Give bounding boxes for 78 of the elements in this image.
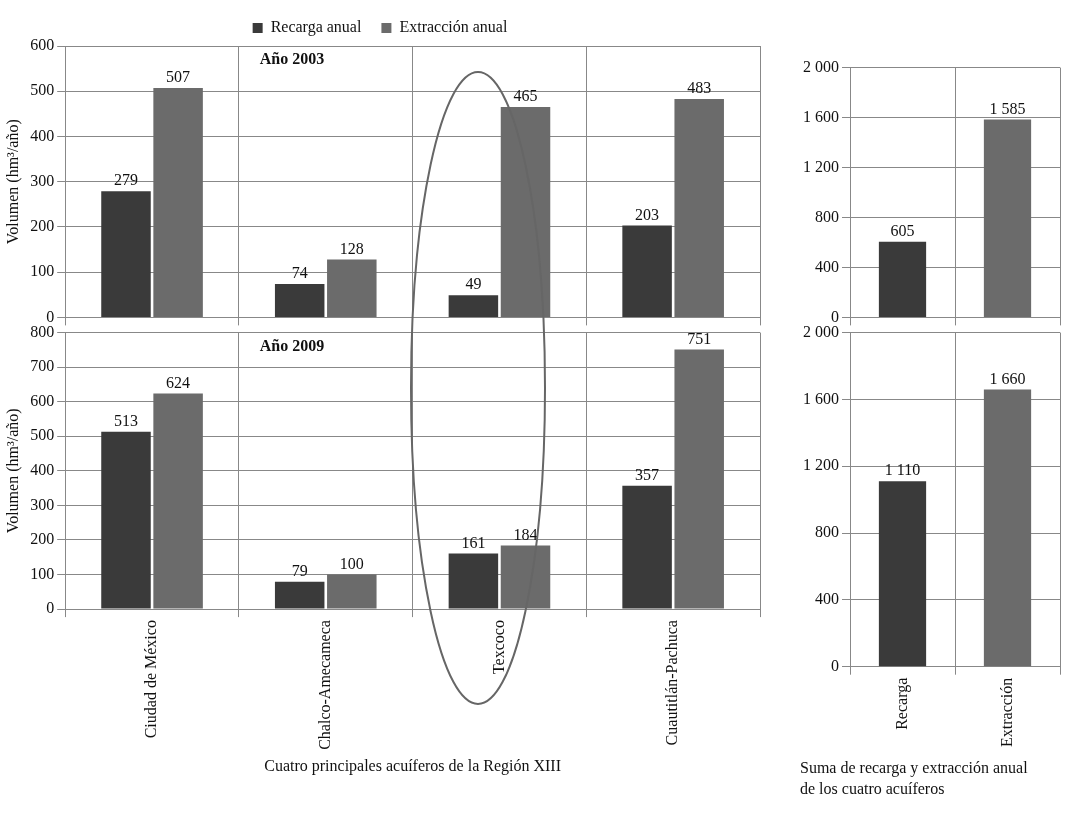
bar [274, 581, 325, 609]
y-tick-label: 700 [30, 357, 55, 375]
y-tick-label: 400 [815, 257, 839, 275]
bar [327, 259, 377, 317]
y-axis-title: Volumen (hm³/año) [3, 408, 22, 534]
y-tick-label: 800 [815, 207, 839, 225]
legend-label: Recarga anual [270, 18, 362, 37]
bar [101, 431, 151, 609]
bar [327, 574, 377, 609]
data-label: 465 [513, 87, 538, 105]
bar [448, 295, 499, 317]
y-tick-label: 600 [30, 36, 55, 54]
y-tick-label: 500 [30, 426, 55, 444]
data-label: 1 110 [884, 461, 921, 479]
y-tick-label: 600 [30, 391, 55, 409]
data-label: 184 [513, 525, 538, 543]
y-tick-label: 2 000 [803, 57, 839, 75]
y-tick-label: 300 [30, 171, 55, 189]
data-label: 483 [687, 79, 712, 97]
y-tick-label: 300 [30, 495, 55, 513]
x-axis-title: Cuatro principales acuíferos de la Región XIII [264, 756, 561, 775]
y-tick-label: 1 200 [803, 157, 839, 175]
data-label: 1 585 [989, 99, 1026, 117]
y-tick-label: 100 [30, 564, 55, 582]
x-tick-label: Cuautitlán-Pachuca [663, 620, 681, 746]
x-tick-label: Extracción [997, 677, 1015, 747]
y-tick-label: 0 [46, 307, 55, 325]
data-label: 128 [339, 239, 364, 257]
y-tick-label: 2 000 [803, 322, 839, 340]
bar [274, 283, 325, 317]
bar [674, 98, 724, 317]
data-label: 357 [635, 465, 660, 483]
legend-label: Extracción anual [399, 18, 508, 36]
bar [101, 191, 151, 317]
bar [153, 88, 203, 317]
y-tick-label: 1 600 [803, 389, 839, 407]
data-label: 751 [687, 329, 712, 347]
y-tick-label: 400 [30, 126, 55, 144]
data-label: 513 [114, 412, 138, 429]
data-label: 79 [291, 562, 308, 579]
data-label: 605 [890, 222, 915, 240]
y-tick-label: 500 [30, 81, 55, 99]
y-tick-label: 400 [30, 461, 55, 479]
data-label: 1 660 [989, 369, 1026, 387]
y-tick-label: 0 [46, 599, 55, 617]
x-tick-label: Ciudad de México [142, 620, 160, 739]
bar [622, 485, 672, 609]
y-tick-label: 800 [30, 322, 55, 340]
bar [674, 349, 724, 609]
y-tick-label: 0 [831, 307, 839, 325]
y-tick-label: 200 [30, 217, 55, 235]
bar [500, 545, 551, 609]
data-label: 161 [461, 533, 486, 551]
x-axis-title: Suma de recarga y extracción anual de los cuatro acuíferos [800, 758, 1029, 799]
data-label: 49 [465, 275, 482, 293]
data-label: 100 [339, 554, 364, 572]
data-label: 74 [291, 264, 308, 282]
y-tick-label: 1 200 [803, 456, 839, 474]
x-tick-label: Recarga [892, 677, 911, 730]
x-tick-label: Chalco-Amecameca [315, 620, 333, 750]
data-label: 507 [166, 68, 191, 86]
y-tick-label: 400 [815, 590, 839, 608]
y-tick-label: 200 [30, 530, 55, 548]
y-tick-label: 0 [831, 656, 839, 674]
bar [622, 225, 672, 317]
data-label: 624 [166, 373, 191, 391]
bar [448, 553, 499, 609]
data-label: 279 [114, 171, 138, 189]
y-tick-label: 800 [815, 523, 839, 541]
y-tick-label: 1 600 [803, 107, 839, 125]
y-axis-title: Volumen (hm³/año) [3, 119, 22, 245]
annotation: Año 2003 [259, 50, 325, 68]
x-tick-label: Texcoco [489, 620, 507, 675]
annotation: Año 2009 [259, 336, 325, 354]
bar [500, 107, 551, 317]
data-label: 203 [635, 205, 660, 223]
bar [153, 393, 203, 609]
y-tick-label: 100 [30, 262, 55, 280]
